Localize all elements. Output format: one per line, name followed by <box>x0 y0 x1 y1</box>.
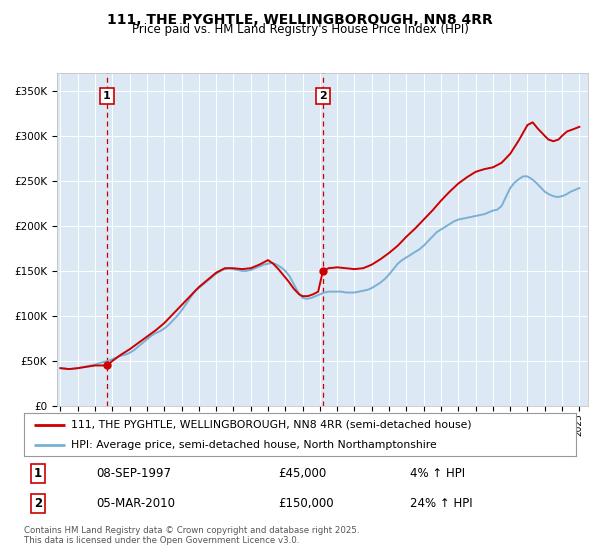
Text: 1: 1 <box>103 91 111 101</box>
Text: 1: 1 <box>34 467 42 480</box>
Text: £45,000: £45,000 <box>278 467 326 480</box>
Text: 08-SEP-1997: 08-SEP-1997 <box>96 467 171 480</box>
Text: 4% ↑ HPI: 4% ↑ HPI <box>410 467 466 480</box>
Text: HPI: Average price, semi-detached house, North Northamptonshire: HPI: Average price, semi-detached house,… <box>71 440 437 450</box>
Text: 111, THE PYGHTLE, WELLINGBOROUGH, NN8 4RR: 111, THE PYGHTLE, WELLINGBOROUGH, NN8 4R… <box>107 13 493 27</box>
Text: 24% ↑ HPI: 24% ↑ HPI <box>410 497 473 510</box>
Text: This data is licensed under the Open Government Licence v3.0.: This data is licensed under the Open Gov… <box>24 536 299 545</box>
Text: 2: 2 <box>319 91 327 101</box>
Text: Contains HM Land Registry data © Crown copyright and database right 2025.: Contains HM Land Registry data © Crown c… <box>24 526 359 535</box>
Text: 111, THE PYGHTLE, WELLINGBOROUGH, NN8 4RR (semi-detached house): 111, THE PYGHTLE, WELLINGBOROUGH, NN8 4R… <box>71 420 472 430</box>
Text: Price paid vs. HM Land Registry's House Price Index (HPI): Price paid vs. HM Land Registry's House … <box>131 22 469 36</box>
Text: £150,000: £150,000 <box>278 497 334 510</box>
Text: 2: 2 <box>34 497 42 510</box>
Text: 05-MAR-2010: 05-MAR-2010 <box>96 497 175 510</box>
